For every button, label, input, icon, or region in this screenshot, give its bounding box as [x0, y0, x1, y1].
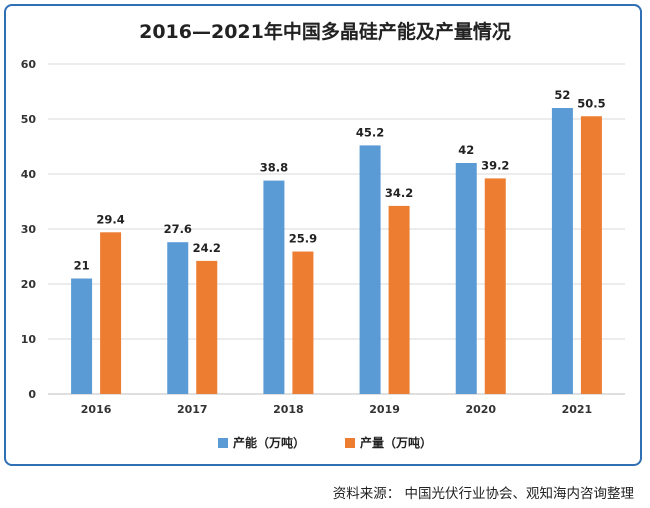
data-label: 24.2 [193, 241, 221, 255]
y-tick-label: 50 [21, 113, 37, 126]
source-note: 资料来源： 中国光伏行业协会、观知海内咨询整理 [332, 486, 634, 502]
y-tick-label: 30 [21, 223, 37, 236]
legend-item-output: 产量（万吨） [345, 434, 432, 451]
bar-capacity [167, 242, 189, 394]
bar-capacity [263, 180, 285, 394]
data-label: 42 [458, 143, 474, 157]
legend: 产能（万吨） 产量（万吨） [0, 434, 650, 451]
bar-chart: 0 10 20 30 40 50 60 2016 21 29.4 2017 27.624.2 2018 3… [21, 58, 625, 416]
bar-output [196, 260, 218, 394]
legend-swatch-capacity [217, 437, 228, 448]
bar-output [484, 178, 506, 394]
x-tick-label: 2020 [465, 403, 496, 416]
data-label: 25.9 [289, 232, 317, 246]
data-label: 29.4 [96, 212, 124, 226]
bar-output [100, 232, 122, 394]
bar-output [388, 205, 410, 394]
x-tick-label: 2018 [273, 403, 304, 416]
bar-output [580, 116, 602, 394]
data-label: 45.2 [356, 125, 384, 139]
x-tick-label: 2017 [177, 403, 208, 416]
data-label: 39.2 [481, 158, 509, 172]
data-label: 50.5 [577, 96, 605, 110]
y-tick-label: 40 [21, 168, 37, 181]
bar-capacity [359, 145, 381, 394]
legend-item-capacity: 产能（万吨） [217, 434, 305, 451]
data-label: 38.8 [260, 161, 288, 175]
data-label: 34.2 [385, 186, 413, 200]
chart-title: 2016—2021年中国多晶硅产能及产量情况 [139, 21, 511, 43]
bar-output [292, 251, 314, 394]
legend-label-output: 产量（万吨） [360, 436, 433, 450]
x-tick-label: 2021 [562, 403, 593, 416]
data-label: 27.6 [164, 222, 192, 236]
x-tick-label: 2016 [81, 403, 112, 416]
x-tick-label: 2019 [369, 403, 400, 416]
y-tick-label: 10 [21, 333, 37, 346]
y-tick-label: 60 [21, 58, 37, 71]
bar-capacity [455, 163, 477, 394]
y-tick-label: 0 [28, 388, 36, 401]
data-label: 21 [74, 259, 90, 273]
bar-capacity [551, 108, 573, 394]
data-label: 52 [554, 88, 570, 102]
bar-capacity [71, 278, 93, 394]
y-tick-label: 20 [21, 278, 37, 291]
legend-swatch-output [345, 437, 355, 448]
legend-label-capacity: 产能（万吨） [232, 436, 305, 450]
